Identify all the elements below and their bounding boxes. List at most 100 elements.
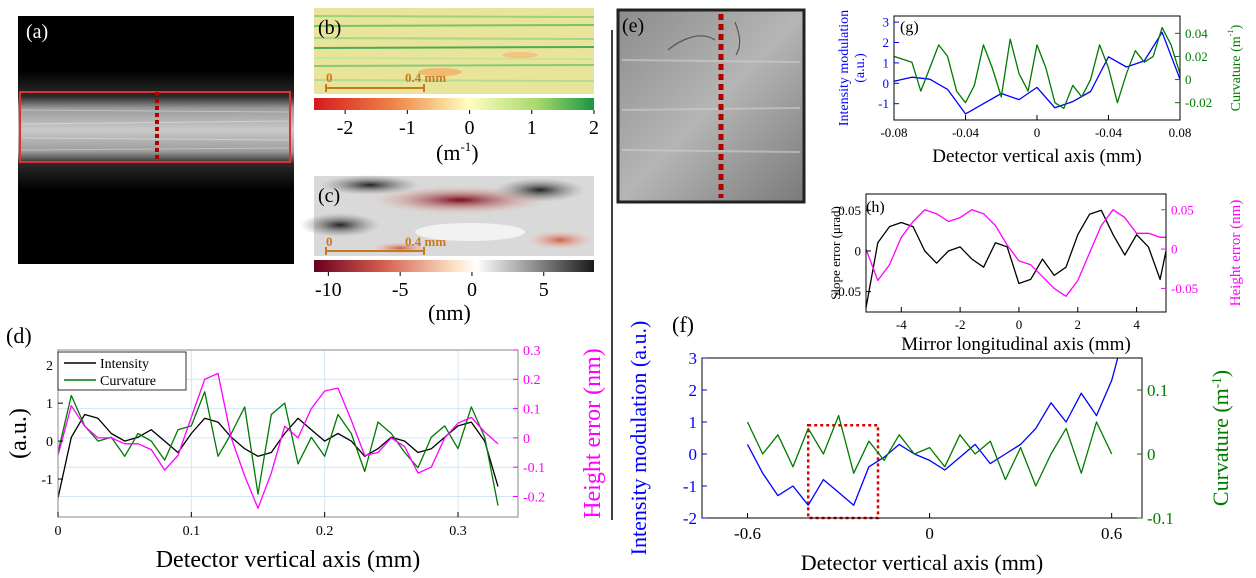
colorbar-b-unit: (m-1) xyxy=(436,139,479,165)
series-line-intensity xyxy=(57,413,499,499)
label-a: (a) xyxy=(26,21,48,43)
panel-c-map xyxy=(300,175,595,256)
y-right-axis-label: Height error (nm) xyxy=(1228,200,1244,307)
y-tick-label: 0 xyxy=(855,244,862,259)
y-right-tick-label: 0.02 xyxy=(1185,49,1208,64)
y-right-tick-label: 0.3 xyxy=(523,344,541,359)
x-tick-label: 0 xyxy=(1016,317,1023,332)
y-right-tick-label: 0.04 xyxy=(1185,26,1208,41)
x-axis-label: Detector vertical axis (mm) xyxy=(801,550,1044,575)
y-right-tick-label: 0.05 xyxy=(1171,202,1194,217)
series-line-right-axis xyxy=(746,414,1113,487)
colorbar-c-unit: (nm) xyxy=(428,300,471,325)
plot-frame xyxy=(865,193,1167,313)
x-axis-label: Detector vertical axis (mm) xyxy=(932,146,1141,167)
y-tick-label: 1 xyxy=(883,55,890,70)
x-axis-label: Mirror longitudinal axis (mm) xyxy=(901,334,1131,355)
series-line-curvature xyxy=(57,391,499,506)
y-right-axis-label-base: Curvature (m xyxy=(1229,36,1244,111)
colorbar-c xyxy=(314,260,594,272)
x-tick-label: 0.6 xyxy=(1101,524,1122,543)
y-right-axis-label-base: Curvature (m xyxy=(1208,388,1233,506)
y-tick-label: 0 xyxy=(689,445,698,464)
y-right-axis-label: Curvature (m-1) xyxy=(1208,370,1233,506)
y-right-tick-label: 0.2 xyxy=(523,373,541,388)
scale-bar-b-start: 0 xyxy=(326,70,333,85)
chart-g: -0.08 -0.04 0 -0.04 0.08 -1 0 1 2 3 -0.02 0 0.02 0.04… xyxy=(837,10,1244,167)
colorbar-tick-label: -5 xyxy=(392,279,409,301)
y-right-tick-label: -0.1 xyxy=(1147,509,1174,528)
y-right-axis-label: Curvature (m-1) xyxy=(1226,24,1244,111)
panel-a-image xyxy=(18,16,294,264)
colorbar-c-ticks: -10 -5 0 5 xyxy=(315,272,549,301)
scale-bar-c-start: 0 xyxy=(326,234,333,249)
panel-e-image xyxy=(616,8,806,204)
y-right-tick-label: -0.1 xyxy=(523,461,545,476)
y-tick-label: 0 xyxy=(883,76,890,91)
series-line-left-axis xyxy=(746,357,1119,506)
y-tick-label: 0 xyxy=(46,435,53,450)
y-tick-label: -0.05 xyxy=(834,284,861,299)
x-tick-label: -4 xyxy=(896,317,907,332)
y-right-tick-label: 0 xyxy=(1185,72,1192,87)
series-line-left-axis xyxy=(893,31,1181,115)
label-h: (h) xyxy=(866,199,885,216)
series-line-right-axis xyxy=(57,372,499,509)
colorbar-tick-label: -10 xyxy=(315,279,342,301)
y-right-tick-label: 0 xyxy=(1171,242,1178,257)
plot-frame xyxy=(893,15,1181,121)
y-right-tick-label: -0.05 xyxy=(1171,281,1198,296)
x-tick-label: 0.2 xyxy=(316,524,334,539)
scale-bar-c-label: 0.4 mm xyxy=(405,234,446,249)
x-tick-label: -0.6 xyxy=(734,524,761,543)
colorbar-tick-label: 0 xyxy=(465,117,475,139)
label-e: (e) xyxy=(622,15,644,37)
y-right-tick-label: 0.1 xyxy=(523,402,541,417)
y-tick-label: -1 xyxy=(878,96,889,111)
y-right-axis-label: Height error (nm) xyxy=(580,348,606,519)
plot-frame xyxy=(701,357,1143,519)
y-tick-label: -1 xyxy=(683,477,697,496)
y-axis-label: (a.u.) xyxy=(6,408,32,459)
y-right-tick-label: -0.02 xyxy=(1185,95,1212,110)
y-right-tick-label: -0.2 xyxy=(523,490,545,505)
y-axis-label-line: (a.u.) xyxy=(853,53,868,83)
y-tick-label: 0.05 xyxy=(838,203,861,218)
chart-f: -0.6 0 0.6 -2 -1 0 1 2 3 -0.1 0 0.1 Detector vertica… xyxy=(626,321,1233,575)
y-tick-label: -2 xyxy=(683,509,697,528)
colorbar-b xyxy=(314,98,594,110)
series-line-right-axis xyxy=(865,209,1166,297)
y-right-axis-label-close: ) xyxy=(1208,370,1233,377)
x-tick-label: 0 xyxy=(925,524,934,543)
y-tick-label: 3 xyxy=(689,349,698,368)
label-d: (d) xyxy=(6,323,32,348)
legend-d xyxy=(57,351,187,391)
x-axis-label: Detector vertical axis (mm) xyxy=(156,547,421,573)
colorbar-b-unit-sup: -1 xyxy=(460,139,471,154)
x-tick-label: -2 xyxy=(955,317,966,332)
y-tick-label: -1 xyxy=(41,473,53,488)
colorbar-tick-label: 0 xyxy=(467,279,477,301)
y-right-tick-label: 0 xyxy=(1147,445,1156,464)
x-tick-label: 0 xyxy=(55,524,62,539)
x-tick-label: 0.1 xyxy=(183,524,201,539)
y-axis-label: Intensity modulation(a.u.) xyxy=(837,10,868,126)
label-g: (g) xyxy=(900,19,919,36)
label-c: (c) xyxy=(318,185,340,207)
x-tick-label: 0.08 xyxy=(1169,125,1192,140)
highlight-box xyxy=(806,423,880,520)
colorbar-b-ticks: -2 -1 0 1 2 xyxy=(337,110,599,139)
y-right-axis-label-close: ) xyxy=(1229,24,1244,29)
y-axis-label: Slope error (μrad) xyxy=(828,206,843,300)
y-right-axis-label-sup: -1 xyxy=(1209,377,1224,388)
chart-h: -4 -2 0 2 4 -0.05 0 0.05 -0.05 0 0.05 Mirror longit… xyxy=(828,193,1244,355)
colorbar-b-unit-close: ) xyxy=(471,140,478,165)
legend-d-intensity: Intensity xyxy=(100,357,149,372)
x-tick-label: -0.04 xyxy=(952,125,980,140)
y-axis-label: Intensity modulation (a.u.) xyxy=(626,321,651,556)
colorbar-tick-label: -2 xyxy=(337,117,354,139)
colorbar-tick-label: 1 xyxy=(527,117,537,139)
y-axis-label-line: Intensity modulation xyxy=(837,10,852,126)
series-line-left-axis xyxy=(865,209,1167,309)
